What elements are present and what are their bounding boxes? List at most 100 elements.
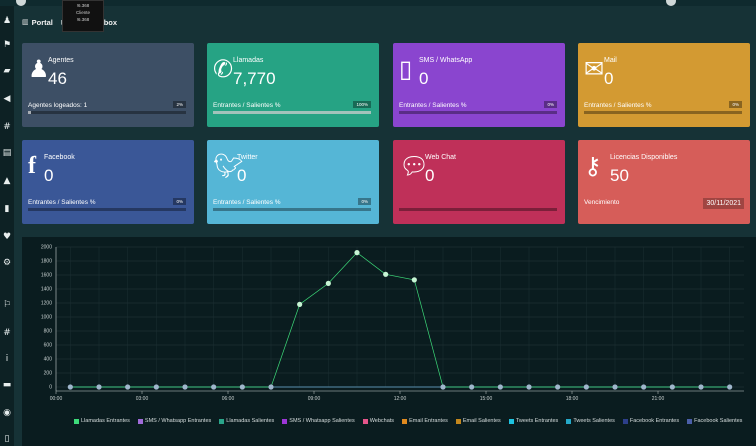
tab-label: Portal xyxy=(31,17,53,27)
x-tick-label: 00:00 xyxy=(50,396,63,402)
progress-fill xyxy=(213,111,371,114)
y-tick-label: 1400 xyxy=(41,287,52,293)
clipboard-icon[interactable]: ▮ xyxy=(4,204,10,214)
legend-swatch xyxy=(402,418,408,424)
phone-icon: ✆ xyxy=(213,55,234,83)
y-tick-label: 0 xyxy=(49,385,52,391)
chat-bubbles-icon: 💬︎ xyxy=(399,152,430,180)
card-twitter[interactable]: 🐦︎ Twitter 0 Entrantes / Salientes % 0% xyxy=(207,140,379,224)
facebook-icon: f xyxy=(28,153,36,179)
legend-swatch xyxy=(566,418,572,424)
y-tick-label: 800 xyxy=(44,329,53,335)
flag-icon[interactable]: ⚑ xyxy=(2,40,12,50)
card-progress-bar xyxy=(213,111,371,114)
legend-swatch xyxy=(455,418,461,424)
series-line xyxy=(70,252,730,388)
card-llamadas[interactable]: ✆ Llamadas 7,770 Entrantes / Salientes %… xyxy=(207,43,379,127)
data-point xyxy=(96,384,102,390)
top-bar xyxy=(0,0,756,6)
card-title: Agentes xyxy=(48,57,74,64)
card-percent-badge: 0% xyxy=(173,198,186,205)
y-tick-label: 1600 xyxy=(41,273,52,279)
document-icon[interactable]: ▤ xyxy=(2,148,12,158)
data-point xyxy=(526,384,532,390)
legend-item[interactable]: Facebook Entrantes xyxy=(622,418,680,424)
cogs-icon[interactable]: ⚙ xyxy=(2,258,12,268)
data-point xyxy=(411,277,417,283)
legend-item[interactable]: Llamadas Salientes xyxy=(219,418,274,424)
heartbeat-icon[interactable]: ♥ xyxy=(2,232,12,242)
card-value: 0 xyxy=(237,166,247,185)
data-point xyxy=(297,301,303,307)
sidebar: ♟ ⚑ ▰ ◀ # ▤ ▲ ▮ ♥ ⚙ ⚐ # i ▬ ◉ ▯ xyxy=(0,6,14,446)
tooltip-line: !6.368 xyxy=(76,17,90,22)
legend-item[interactable]: Tweets Entrantes xyxy=(508,418,558,424)
legend-swatch xyxy=(362,418,368,424)
window-control-dot[interactable] xyxy=(666,0,676,6)
bar-chart-icon: ▥ xyxy=(22,18,29,26)
legend-label: Facebook Entrantes xyxy=(629,418,680,424)
legend-item[interactable]: SMS / Whatsapp Salientes xyxy=(282,418,355,424)
volume-icon[interactable]: ◀ xyxy=(3,94,11,104)
data-point xyxy=(669,384,675,390)
card-value: 7,770 xyxy=(233,69,276,88)
legend-item[interactable]: Email Entrantes xyxy=(402,418,448,424)
card-percent-badge: 0% xyxy=(358,198,371,205)
card-facebook[interactable]: f Facebook 0 Entrantes / Salientes % 0% xyxy=(22,140,194,224)
data-point xyxy=(182,384,188,390)
legend-item[interactable]: Tweets Salientes xyxy=(566,418,615,424)
hashtag-icon[interactable]: # xyxy=(3,122,11,132)
card-title: Twitter xyxy=(237,154,258,161)
card-progress-bar xyxy=(28,111,186,114)
card-licencias[interactable]: ⚷ Licencias Disponibles 50 Vencimiento 3… xyxy=(578,140,750,224)
card-progress-bar xyxy=(584,111,742,114)
legend-label: Llamadas Entrantes xyxy=(81,418,130,424)
card-value: 0 xyxy=(419,69,429,88)
card-progress-bar xyxy=(213,208,371,211)
thumbs-up-icon[interactable]: ▲ xyxy=(3,176,11,186)
data-point xyxy=(555,384,561,390)
card-value: 0 xyxy=(425,166,435,185)
card-sms-whatsapp[interactable]: ▯ SMS / WhatsApp 0 Entrantes / Salientes… xyxy=(393,43,565,127)
chart-legend: Llamadas Entrantes SMS / Whatsapp Entrant… xyxy=(74,418,742,424)
file-icon[interactable]: ▯ xyxy=(4,434,10,444)
tab-portal[interactable]: ▥ Portal xyxy=(22,18,53,27)
card-agentes[interactable]: ♟ Agentes 46 Agentes logeados: 1 2% xyxy=(22,43,194,127)
y-tick-label: 2000 xyxy=(41,245,52,251)
hashtag-icon[interactable]: # xyxy=(3,328,11,338)
legend-label: Llamadas Salientes xyxy=(226,418,275,424)
truck-icon[interactable]: ▰ xyxy=(3,66,11,76)
card-mail[interactable]: ✉ Mail 0 Entrantes / Salientes % 0% xyxy=(578,43,750,127)
x-tick-label: 15:00 xyxy=(480,396,493,402)
card-webchat[interactable]: 💬︎ Web Chat 0 xyxy=(393,140,565,224)
card-progress-bar xyxy=(28,208,186,211)
envelope-icon: ✉ xyxy=(584,55,605,83)
card-subtitle: Entrantes / Salientes % xyxy=(584,102,652,109)
legend-label: Tweets Salientes xyxy=(573,418,615,424)
legend-swatch xyxy=(687,418,693,424)
info-icon[interactable]: i xyxy=(5,354,9,364)
legend-label: Webchats xyxy=(369,418,395,424)
window-control-dot[interactable] xyxy=(16,0,26,6)
x-tick-label: 21:00 xyxy=(652,396,665,402)
folder-icon[interactable]: ▬ xyxy=(2,380,12,390)
legend-item[interactable]: Facebook Salientes xyxy=(687,418,742,424)
y-tick-label: 200 xyxy=(44,371,53,377)
legend-item[interactable]: Llamadas Entrantes xyxy=(74,418,130,424)
card-subtitle: Entrantes / Salientes % xyxy=(213,102,281,109)
play-circle-icon[interactable]: ◉ xyxy=(3,408,11,418)
legend-item[interactable]: Webchats xyxy=(362,418,395,424)
legend-label: SMS / Whatsapp Entrantes xyxy=(144,418,212,424)
twitter-icon: 🐦︎ xyxy=(213,152,244,180)
user-icon[interactable]: ♟ xyxy=(2,16,12,26)
card-value: 46 xyxy=(48,69,67,88)
data-point xyxy=(354,250,360,256)
tooltip-line: !6.368 xyxy=(76,3,90,8)
legend-item[interactable]: SMS / Whatsapp Entrantes xyxy=(137,418,212,424)
y-tick-label: 1000 xyxy=(41,315,52,321)
data-point xyxy=(268,384,274,390)
data-point xyxy=(612,384,618,390)
legend-item[interactable]: Email Salientes xyxy=(455,418,501,424)
data-point xyxy=(698,384,704,390)
flag-outline-icon[interactable]: ⚐ xyxy=(2,300,12,310)
